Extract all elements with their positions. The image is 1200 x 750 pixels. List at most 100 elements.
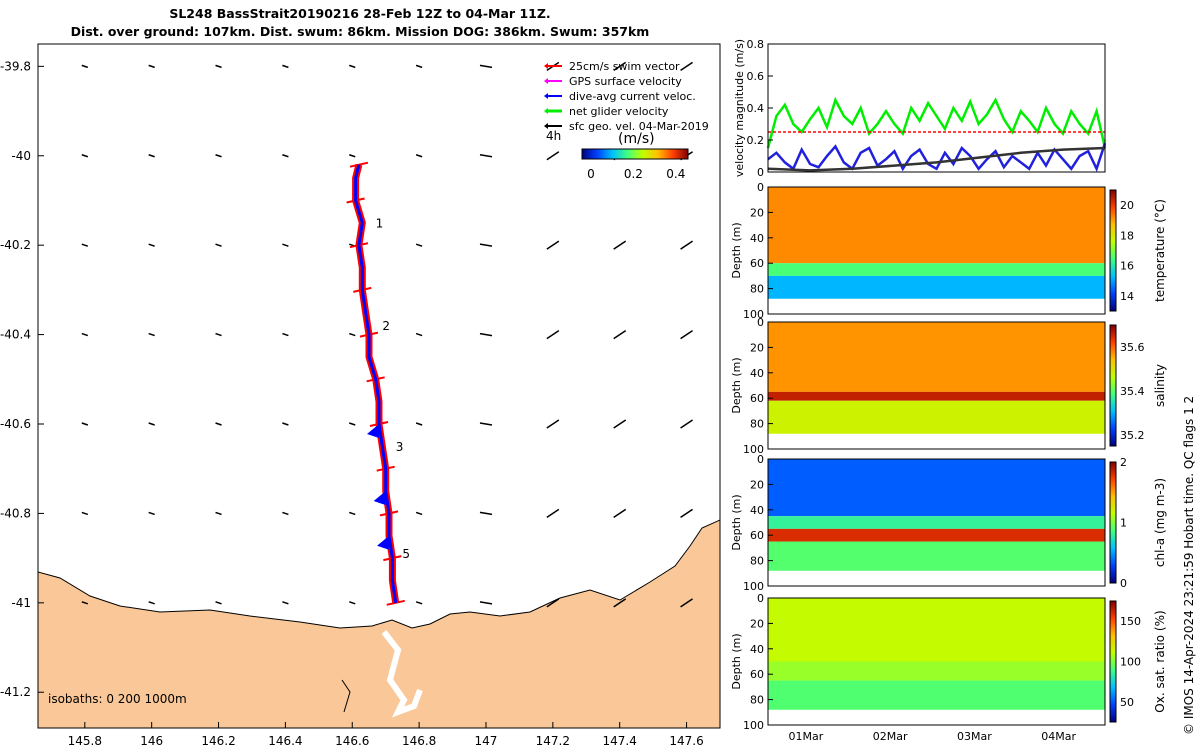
geo-velocity-arrow xyxy=(81,243,89,247)
legend-entry: GPS surface velocity xyxy=(569,75,682,88)
waypoint-label: 2 xyxy=(382,319,390,333)
legend-entry: net glider velocity xyxy=(569,105,669,118)
colorbar-tick-label: 2 xyxy=(1120,456,1127,469)
geo-velocity-arrow xyxy=(415,511,423,516)
current-arrow xyxy=(377,535,390,550)
velocity-y-tick-label: 0 xyxy=(757,166,764,179)
waypoint-label: 5 xyxy=(402,547,410,561)
heatmap-ylabel: Depth (m) xyxy=(730,633,743,689)
colorbar-tick-label: 0.2 xyxy=(624,167,643,181)
y-tick-label: -41.2 xyxy=(0,685,31,699)
heatmap-layer xyxy=(768,400,1105,437)
heatmap-layer xyxy=(768,391,1105,401)
geo-velocity-arrow xyxy=(546,329,560,340)
geo-velocity-arrow xyxy=(415,64,423,69)
geo-velocity-arrow xyxy=(215,332,222,337)
heatmap-layer xyxy=(768,516,1105,529)
geo-velocity-arrow xyxy=(546,598,560,608)
heatmap-colorbar xyxy=(1109,600,1117,723)
current-arrow xyxy=(373,491,386,506)
geo-velocity-arrow xyxy=(613,508,627,519)
geo-velocity-arrow xyxy=(81,154,89,158)
geo-velocity-arrow xyxy=(81,422,89,426)
geo-velocity-arrow xyxy=(479,601,493,605)
y-tick-label: -39.8 xyxy=(0,59,31,73)
heatmap-layer xyxy=(768,680,1105,713)
below-data-mask xyxy=(768,298,1105,314)
geo-velocity-arrow xyxy=(349,332,356,337)
waypoint-label: 3 xyxy=(396,440,404,454)
geo-velocity-arrow xyxy=(282,243,289,247)
x-tick-label: 147.2 xyxy=(536,734,570,748)
heatmap-colorbar xyxy=(1109,189,1117,312)
geo-velocity-arrow xyxy=(479,511,493,516)
heatmap-panel-temperature: 0 20 40 60 80 100 Depth (m) 14 16 18 20 temperature… xyxy=(730,181,1167,321)
x-tick-label: 147 xyxy=(475,734,498,748)
geo-velocity-arrow xyxy=(349,64,356,69)
estuary xyxy=(381,630,423,718)
x-tick-label: 146 xyxy=(140,734,163,748)
geo-velocity-arrow xyxy=(613,240,627,250)
legend-arrowhead xyxy=(544,123,548,129)
x-tick-label: 146.2 xyxy=(201,734,235,748)
geo-velocity-arrow xyxy=(479,243,493,247)
geo-velocity-arrow xyxy=(613,329,627,340)
heatmap-y-tick-label: 20 xyxy=(750,617,764,630)
heatmap-layer xyxy=(768,275,1105,302)
colorbar-label: temperature (°C) xyxy=(1153,199,1167,302)
x-tick-label: 147.4 xyxy=(603,734,637,748)
heatmap-y-tick-label: 100 xyxy=(743,719,764,732)
heatmap-y-tick-label: 0 xyxy=(757,316,764,329)
time-tick-label: 03Mar xyxy=(957,730,992,743)
heatmap-y-tick-label: 60 xyxy=(750,257,764,270)
geo-velocity-arrow xyxy=(415,332,423,337)
geo-velocity-arrow xyxy=(148,154,155,158)
glider-track xyxy=(354,164,398,604)
heatmap-layer xyxy=(768,598,1105,662)
heatmap-y-tick-label: 60 xyxy=(750,668,764,681)
heatmap-y-tick-label: 100 xyxy=(743,308,764,321)
heatmap-layer xyxy=(768,528,1105,542)
chart-title-line-1: SL248 BassStrait20190216 28-Feb 12Z to 0… xyxy=(169,6,551,21)
current-arrow xyxy=(367,424,379,438)
colorbar-tick-label: 100 xyxy=(1120,656,1141,669)
geo-velocity-arrow xyxy=(282,64,289,69)
geo-velocity-arrow xyxy=(215,601,222,605)
legend-entry: sfc geo. vel. 04-Mar-2019 xyxy=(569,120,709,133)
geo-velocity-arrow xyxy=(349,511,356,516)
velocity-y-tick-label: 0.2 xyxy=(747,134,765,147)
y-tick-label: -40 xyxy=(11,149,31,163)
heatmap-panel-oxygen: 0 20 40 60 80 100 Depth (m) 50 100 150 Ox. sat. ra… xyxy=(730,592,1167,732)
geo-velocity-arrow xyxy=(415,154,423,158)
velocity-y-tick-label: 0.4 xyxy=(747,102,765,115)
geo-velocity-arrow xyxy=(680,61,693,71)
geo-velocity-arrow xyxy=(415,243,423,247)
geo-velocity-arrow xyxy=(81,601,89,605)
geo-velocity-arrow xyxy=(215,243,222,247)
y-tick-label: -40.6 xyxy=(0,417,31,431)
x-tick-label: 145.8 xyxy=(68,734,102,748)
geo-velocity-arrow xyxy=(148,601,155,605)
heatmap-axes-frame xyxy=(767,597,1106,726)
geo-velocity-arrow xyxy=(680,240,693,250)
legend-arrowhead xyxy=(544,63,548,69)
velocity-series-line xyxy=(767,146,1106,172)
heatmap-y-tick-label: 0 xyxy=(757,181,764,194)
geo-velocity-arrow xyxy=(282,511,289,516)
heatmap-y-tick-label: 40 xyxy=(750,504,764,517)
heatmap-y-tick-label: 80 xyxy=(750,283,764,296)
colorbar-tick-label: 20 xyxy=(1120,199,1134,212)
chart-title-line-2: Dist. over ground: 107km. Dist. swum: 86… xyxy=(70,24,650,39)
time-tick-label: 02Mar xyxy=(873,730,908,743)
x-tick-label: 147.6 xyxy=(669,734,703,748)
x-tick-label: 146.8 xyxy=(402,734,436,748)
heatmap-y-tick-label: 0 xyxy=(757,453,764,466)
colorbar-label: Ox. sat. ratio (%) xyxy=(1153,610,1167,712)
geo-velocity-arrow xyxy=(282,154,289,158)
geo-velocity-arrow xyxy=(349,422,356,426)
geo-velocity-arrow xyxy=(680,508,693,519)
geo-velocity-arrow xyxy=(613,598,627,608)
colorbar-tick-label: 150 xyxy=(1120,615,1141,628)
